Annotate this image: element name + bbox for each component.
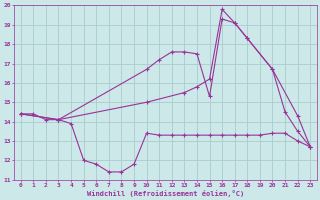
X-axis label: Windchill (Refroidissement éolien,°C): Windchill (Refroidissement éolien,°C): [87, 190, 244, 197]
